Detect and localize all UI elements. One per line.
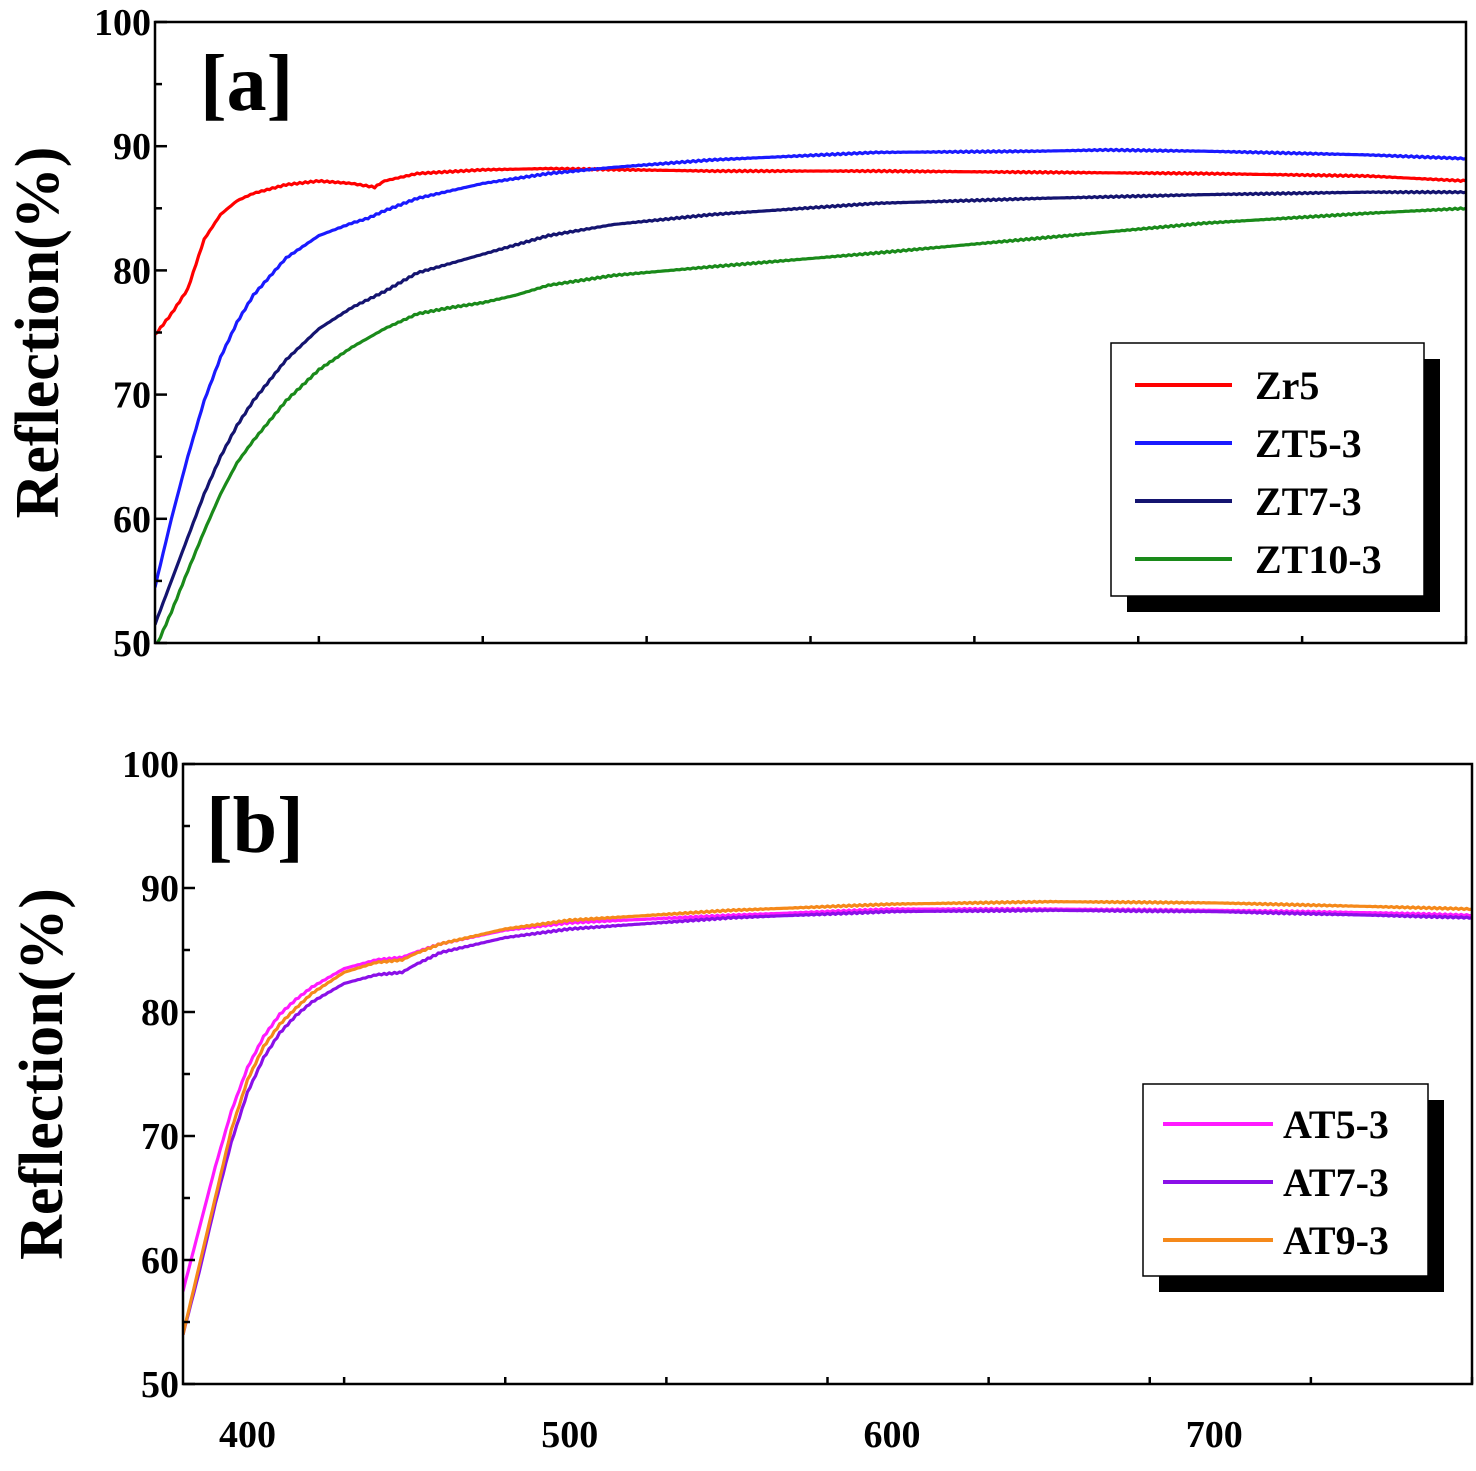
- series-line-zr5: [155, 166, 1466, 336]
- y-tick-label: 70: [141, 1116, 179, 1158]
- x-tick-label: 600: [863, 1414, 920, 1456]
- y-tick-label: 50: [113, 623, 151, 665]
- y-tick-label: 60: [113, 499, 151, 541]
- y-tick-label: 100: [122, 744, 179, 786]
- y-tick-label: 80: [141, 992, 179, 1034]
- y-tick-label: 60: [141, 1240, 179, 1282]
- series-line-zt10-3: [155, 206, 1466, 643]
- legend-label-at9-3: AT9-3: [1283, 1218, 1389, 1263]
- legend-label-zr5: Zr5: [1255, 363, 1319, 408]
- panel-b: 50 60 70 80 90 100 400 500 600 700 Reflection(%) [b…: [8, 744, 1474, 1456]
- x-tick-label: 400: [219, 1414, 276, 1456]
- y-axis-label: Reflection(%): [8, 888, 76, 1260]
- y-tick-label: 50: [141, 1364, 179, 1406]
- legend-label-at7-3: AT7-3: [1283, 1160, 1389, 1205]
- series-line-zt5-3: [155, 147, 1466, 588]
- y-tick-label: 70: [113, 375, 151, 417]
- series-line-at9-3: [183, 899, 1472, 1336]
- y-tick-label: 100: [94, 2, 151, 44]
- series-group: [183, 899, 1472, 1336]
- x-tick-label: 700: [1186, 1414, 1243, 1456]
- y-tick-label: 80: [113, 250, 151, 292]
- panel-label: [b]: [206, 782, 304, 870]
- legend-label-zt10-3: ZT10-3: [1255, 537, 1382, 582]
- series-line-at7-3: [183, 908, 1472, 1336]
- legend-label-at5-3: AT5-3: [1283, 1102, 1389, 1147]
- y-axis-label: Reflection(%): [4, 147, 72, 519]
- y-tick-label: 90: [113, 126, 151, 168]
- series-line-zt7-3: [155, 189, 1466, 626]
- y-tick-label: 90: [141, 868, 179, 910]
- panel-a: 50 60 70 80 90 100 Reflection(%) [a] Zr5 ZT5-3 ZT7…: [4, 2, 1468, 665]
- x-tick-label: 500: [541, 1414, 598, 1456]
- legend-label-zt5-3: ZT5-3: [1255, 421, 1362, 466]
- panel-label: [a]: [200, 40, 293, 128]
- legend-label-zt7-3: ZT7-3: [1255, 479, 1362, 524]
- legend: Zr5 ZT5-3 ZT7-3 ZT10-3: [1110, 342, 1440, 612]
- legend: AT5-3 AT7-3 AT9-3: [1142, 1083, 1444, 1292]
- series-group: [155, 147, 1466, 643]
